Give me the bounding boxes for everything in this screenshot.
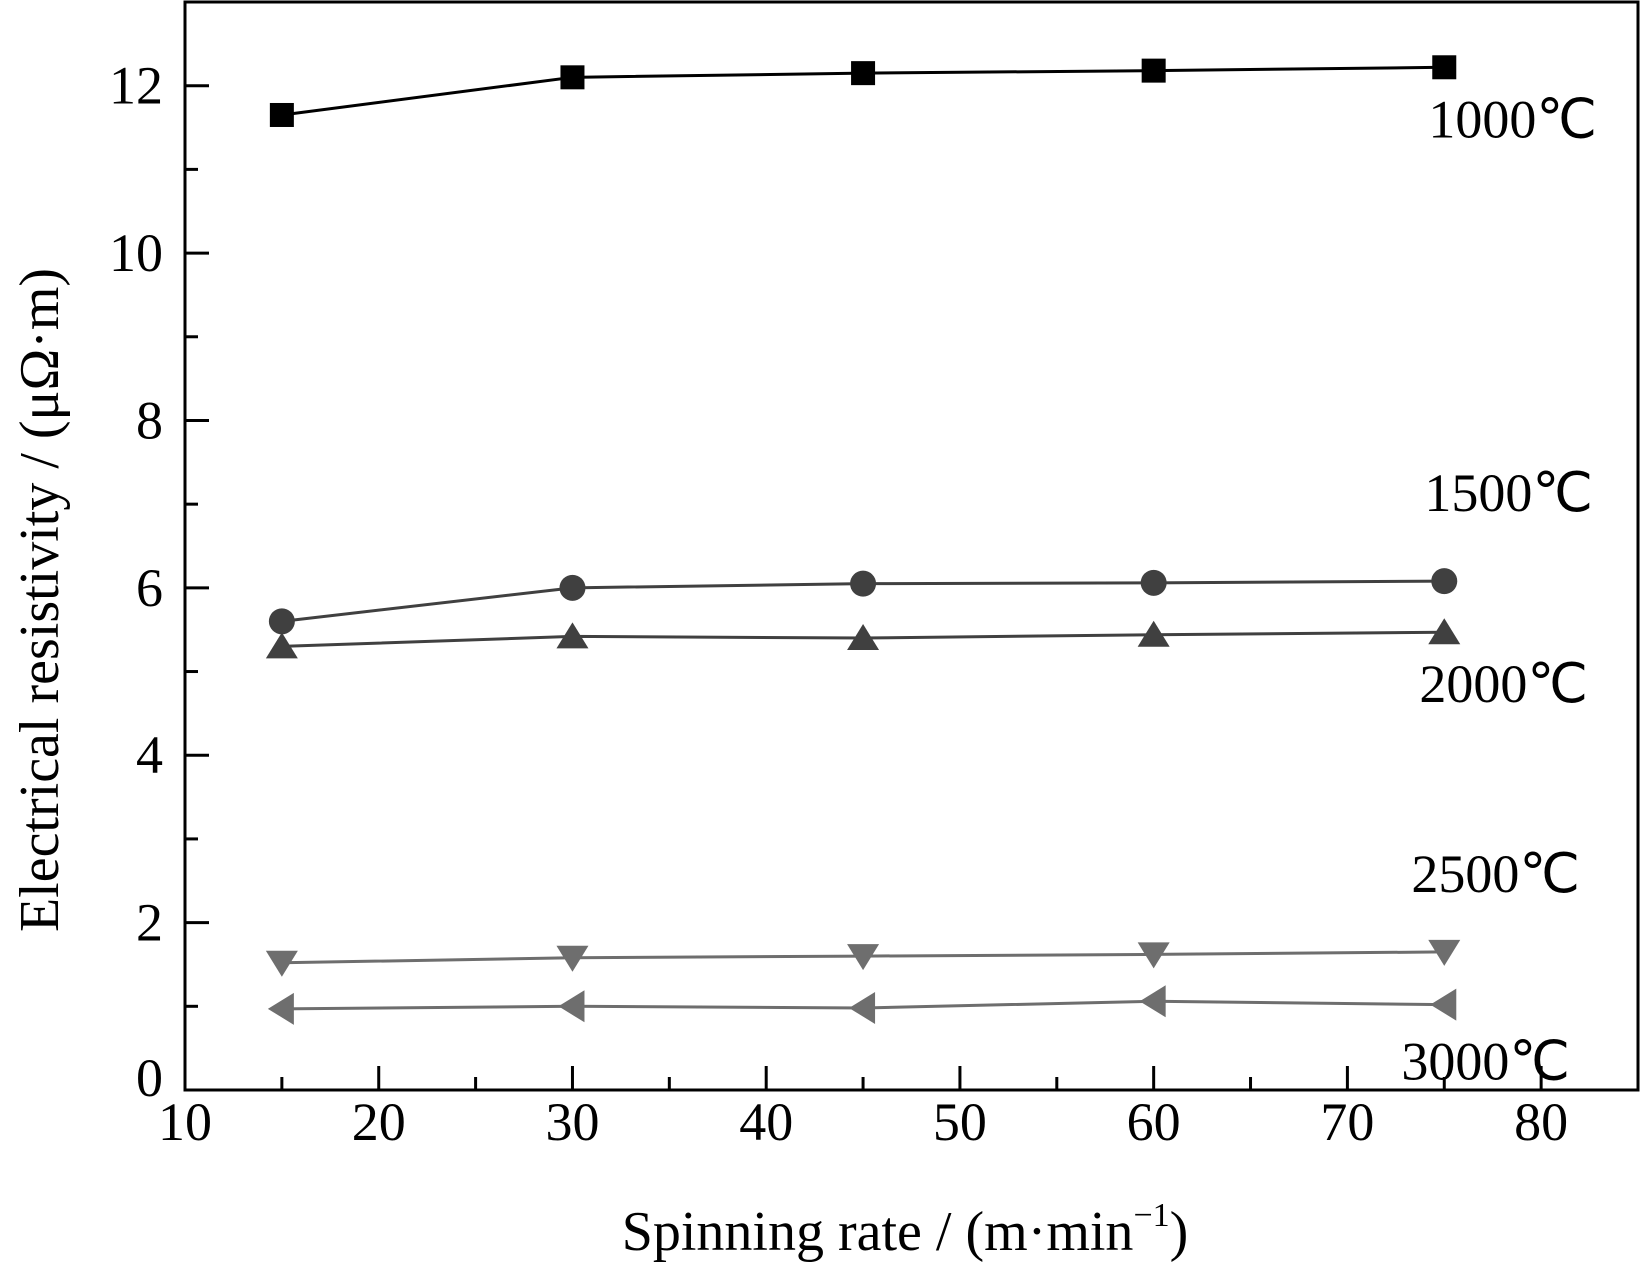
data-point: [1428, 618, 1461, 645]
series-label: 1500℃: [1424, 463, 1593, 523]
series-markers: [265, 55, 1461, 1025]
data-point: [851, 61, 876, 86]
data-point: [1430, 988, 1457, 1021]
data-point: [267, 992, 294, 1025]
data-point: [1137, 620, 1170, 647]
series-label: 3000℃: [1401, 1032, 1570, 1092]
data-point: [1141, 58, 1166, 83]
y-tick-label: 0: [136, 1048, 163, 1108]
y-axis-title: Electrical resistivity / (μΩ·m): [9, 268, 71, 932]
data-point: [265, 950, 298, 977]
data-point: [556, 622, 589, 649]
data-point: [847, 624, 880, 651]
series-label: 2500℃: [1411, 844, 1580, 904]
data-point: [558, 990, 585, 1023]
series-label: 1000℃: [1428, 89, 1597, 149]
data-point: [1139, 985, 1166, 1018]
data-point: [559, 574, 586, 601]
y-tick-label: 2: [136, 893, 163, 953]
series-lines: [281, 65, 1445, 1011]
data-point: [847, 944, 880, 971]
y-tick-label: 6: [136, 558, 163, 618]
x-axis-title-close: ): [1170, 1201, 1189, 1263]
data-point: [268, 608, 295, 635]
data-point: [1137, 942, 1170, 969]
x-tick-label: 40: [739, 1092, 793, 1152]
data-point: [849, 991, 876, 1024]
data-point: [560, 65, 585, 90]
x-tick-label: 20: [352, 1092, 406, 1152]
x-tick-label: 70: [1320, 1092, 1374, 1152]
x-tick-label: 80: [1514, 1092, 1568, 1152]
data-point: [556, 945, 589, 972]
data-point: [1432, 55, 1457, 80]
data-point: [1428, 939, 1461, 966]
y-tick-label: 10: [109, 223, 163, 283]
x-tick-label: 10: [158, 1092, 212, 1152]
y-tick-label: 4: [136, 725, 163, 785]
x-axis-title-exponent: −1: [1133, 1197, 1169, 1234]
x-tick-label: 60: [1127, 1092, 1181, 1152]
data-point: [269, 102, 294, 127]
x-tick-label: 30: [545, 1092, 599, 1152]
data-point: [265, 632, 298, 659]
tick-labels: 10 20 30 40 50 60 70 80 0 2 4 6 8 10 12: [109, 56, 1568, 1152]
y-tick-label: 8: [136, 390, 163, 450]
x-tick-label: 50: [933, 1092, 987, 1152]
data-point: [1431, 568, 1458, 595]
series-label: 2000℃: [1419, 654, 1588, 714]
data-point: [1140, 569, 1167, 596]
axis-ticks: [183, 0, 1640, 1092]
plot-frame: [183, 0, 1640, 1092]
data-point: [850, 570, 877, 597]
series-labels: 1000℃ 1500℃ 2000℃ 2500℃ 3000℃: [1401, 89, 1597, 1091]
y-tick-label: 12: [109, 56, 163, 116]
x-axis-title: Spinning rate / (m·min−1): [622, 1197, 1189, 1263]
